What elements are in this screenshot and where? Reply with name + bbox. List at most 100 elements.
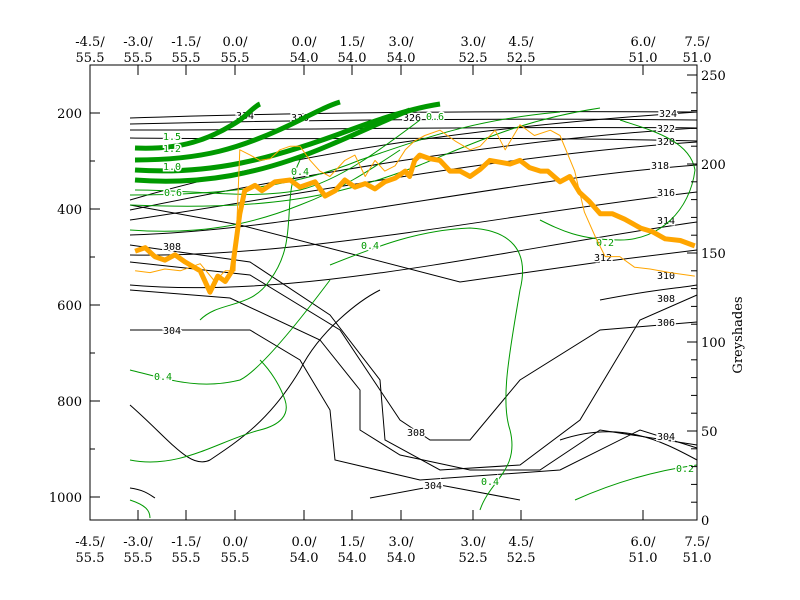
theta-contour-label: 312 — [594, 253, 612, 264]
green-contour-line — [129, 279, 331, 385]
theta-contour-line — [129, 221, 698, 289]
theta-contour-label: 308 — [163, 242, 181, 253]
right-tick-label: 150 — [701, 247, 726, 262]
x-tick-label: -1.5/ — [171, 535, 201, 550]
x-tick-label: 51.0 — [629, 551, 658, 566]
theta-contour-line — [129, 487, 156, 499]
green-contour-label: 0.2 — [596, 238, 614, 249]
theta-contour-label: 304 — [657, 432, 675, 443]
x-tick-label: 55.5 — [172, 551, 201, 566]
green-contour-label: 1.5 — [163, 132, 181, 143]
greyshades-series — [134, 124, 696, 295]
x-tick-label: 55.5 — [76, 51, 105, 66]
green-contour-label: 0.6 — [164, 188, 182, 199]
theta-contour-label: 304 — [424, 481, 442, 492]
x-tick-label: -3.0/ — [123, 35, 153, 50]
theta-contour-label: 308 — [657, 294, 675, 305]
x-tick-label: 55.5 — [76, 551, 105, 566]
theta-contour-line — [559, 431, 698, 461]
theta-contour-line — [599, 284, 698, 301]
right-axis-label: Greyshades — [731, 296, 746, 373]
green-contour-thick — [134, 107, 411, 184]
theta-contour-line — [129, 204, 698, 283]
green-contour-line — [129, 111, 561, 196]
x-tick-label: 0.0/ — [222, 35, 248, 50]
x-tick-label: 51.0 — [683, 551, 712, 566]
x-tick-label: -3.0/ — [123, 535, 153, 550]
x-tick-label: 54.0 — [387, 51, 416, 66]
theta-contour-label: 304 — [163, 326, 181, 337]
theta-contour-line — [129, 191, 698, 256]
x-tick-label: 0.0/ — [291, 35, 317, 50]
x-tick-label: 3.0/ — [388, 35, 414, 50]
x-tick-label: 52.5 — [507, 51, 536, 66]
green-contours: 0.6 0.4 0.4 0.2 0.2 0.4 0.4 0.6 1.2 1.0 1.5 — [129, 99, 698, 519]
left-tick-label: 400 — [57, 203, 82, 218]
x-tick-label: -4.5/ — [75, 35, 105, 50]
green-contour-thick — [134, 101, 441, 174]
theta-contour-line — [129, 164, 698, 236]
theta-contour-line — [129, 244, 698, 471]
green-contour-label: 0.6 — [426, 112, 444, 123]
x-tick-label: 54.0 — [338, 551, 367, 566]
green-contour-line — [129, 359, 287, 463]
green-contour-label: 0.4 — [291, 167, 309, 178]
x-tick-label: 54.0 — [338, 51, 367, 66]
theta-contour-line — [129, 126, 698, 131]
green-contour-line — [129, 499, 151, 519]
x-tick-label: 0.0/ — [291, 535, 317, 550]
green-contour-line — [574, 464, 698, 501]
green-contour-label: 1.0 — [163, 162, 181, 173]
theta-contour-label: 318 — [651, 161, 669, 172]
axes: -4.5/55.5-4.5/55.5-3.0/55.5-3.0/55.5-1.5… — [49, 35, 726, 566]
x-tick-label: 54.0 — [290, 551, 319, 566]
x-tick-label: 54.0 — [290, 51, 319, 66]
x-tick-label: 3.0/ — [460, 535, 486, 550]
theta-contour-line — [369, 484, 521, 501]
green-contour-label: 0.4 — [154, 372, 172, 383]
x-tick-label: 7.5/ — [684, 535, 710, 550]
green-contour-line — [539, 119, 696, 241]
theta-contour-line — [129, 289, 381, 463]
green-contour-line — [199, 159, 301, 321]
theta-contour-label: 306 — [657, 318, 675, 329]
x-tick-label: 4.5/ — [508, 35, 534, 50]
green-contour-thick — [134, 99, 341, 163]
theta-contour-label: 320 — [657, 137, 675, 148]
x-tick-label: 1.5/ — [339, 35, 365, 50]
x-tick-label: 55.5 — [124, 551, 153, 566]
x-tick-label: 52.5 — [507, 551, 536, 566]
x-tick-label: 55.5 — [172, 51, 201, 66]
theta-contour-line — [129, 261, 698, 441]
x-tick-label: 6.0/ — [630, 535, 656, 550]
x-tick-label: 3.0/ — [388, 535, 414, 550]
green-contour-line — [134, 119, 421, 195]
x-tick-label: 55.5 — [221, 551, 250, 566]
theta-contour-line — [129, 141, 698, 221]
left-tick-label: 200 — [57, 107, 82, 122]
x-tick-label: 51.0 — [629, 51, 658, 66]
green-contour-label: 1.2 — [163, 144, 181, 155]
plot-frame — [89, 64, 698, 521]
right-tick-label: 0 — [701, 514, 709, 529]
green-contour-thick — [134, 101, 262, 151]
right-tick-label: 100 — [701, 336, 726, 351]
left-tick-label: 600 — [57, 299, 82, 314]
x-tick-label: 55.5 — [124, 51, 153, 66]
x-tick-label: 0.0/ — [222, 535, 248, 550]
right-tick-label: 50 — [701, 425, 718, 440]
theta-contour-line — [130, 329, 698, 481]
x-tick-label: 54.0 — [387, 551, 416, 566]
right-tick-label: 200 — [701, 158, 726, 173]
left-tick-label: 1000 — [49, 491, 82, 506]
x-tick-label: -4.5/ — [75, 535, 105, 550]
green-contour-line — [329, 227, 524, 511]
x-tick-label: 52.5 — [459, 551, 488, 566]
theta-contour-label: 326 — [403, 113, 421, 124]
x-tick-label: 6.0/ — [630, 35, 656, 50]
green-contour-label: 0.4 — [481, 477, 499, 488]
x-tick-label: 55.5 — [221, 51, 250, 66]
x-tick-label: 51.0 — [683, 51, 712, 66]
